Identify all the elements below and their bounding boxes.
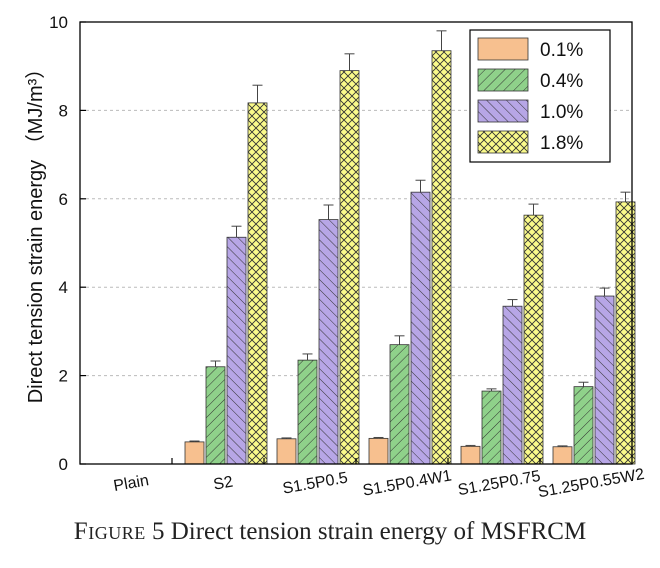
- y-tick-label: 4: [59, 278, 68, 297]
- bar-hatch: [390, 344, 409, 464]
- plot-frame: [79, 21, 633, 465]
- x-tick-label: Plain: [112, 472, 150, 495]
- x-tick-label: S1.25P0.55W2: [537, 466, 646, 501]
- bar-hatch: [206, 366, 225, 464]
- bar-hatch: [524, 215, 543, 464]
- bar-hatch: [616, 201, 635, 465]
- bar-hatch: [319, 219, 338, 464]
- x-tick-label: S2: [212, 473, 234, 493]
- y-tick-label: 6: [59, 190, 68, 209]
- legend-label: 0.4%: [540, 71, 583, 92]
- bars: [184, 30, 636, 465]
- bar-hatch: [482, 391, 501, 464]
- bar-hatch: [503, 306, 522, 464]
- bar-hatch: [432, 50, 451, 464]
- y-tick-label: 10: [49, 13, 68, 32]
- legend: 0.1% 0.4% 1.0% 1.8%: [469, 29, 611, 163]
- bar: [460, 445, 481, 465]
- figure-caption: Figure 5 Direct tension strain energy of…: [0, 518, 660, 546]
- y-tick-label: 0: [59, 455, 68, 474]
- legend-swatch-hatch: [478, 100, 528, 122]
- legend-label: 1.0%: [540, 102, 583, 123]
- bar-hatch: [411, 192, 430, 465]
- bar: [552, 446, 573, 465]
- legend-swatch-hatch: [478, 131, 528, 153]
- x-tick-label: S1.25P0.75: [457, 468, 542, 499]
- bar-hatch: [574, 386, 593, 464]
- bar: [276, 438, 297, 465]
- bar-hatch: [340, 70, 359, 465]
- legend-swatch: [477, 37, 529, 61]
- legend-label: 1.8%: [540, 133, 583, 154]
- x-tick-label: S1.5P0.4W1: [362, 467, 454, 499]
- legend-swatch-hatch: [478, 69, 528, 91]
- y-axis-label: Direct tension strain energy （MJ/m³）: [24, 59, 47, 404]
- bar: [368, 437, 389, 465]
- x-tick-label: S1.5P0.5: [281, 469, 349, 497]
- bar-hatch: [227, 237, 246, 464]
- legend-label: 0.1%: [540, 40, 583, 61]
- bar: [184, 441, 205, 465]
- caption-text: 5 Direct tension strain energy of MSFRCM: [145, 518, 587, 545]
- bar-hatch: [298, 360, 317, 464]
- y-tick-label: 2: [59, 367, 68, 386]
- caption-prefix: Figure: [73, 518, 146, 545]
- bar-hatch: [595, 296, 614, 464]
- y-tick-label: 8: [59, 101, 68, 120]
- bar-hatch: [248, 102, 267, 465]
